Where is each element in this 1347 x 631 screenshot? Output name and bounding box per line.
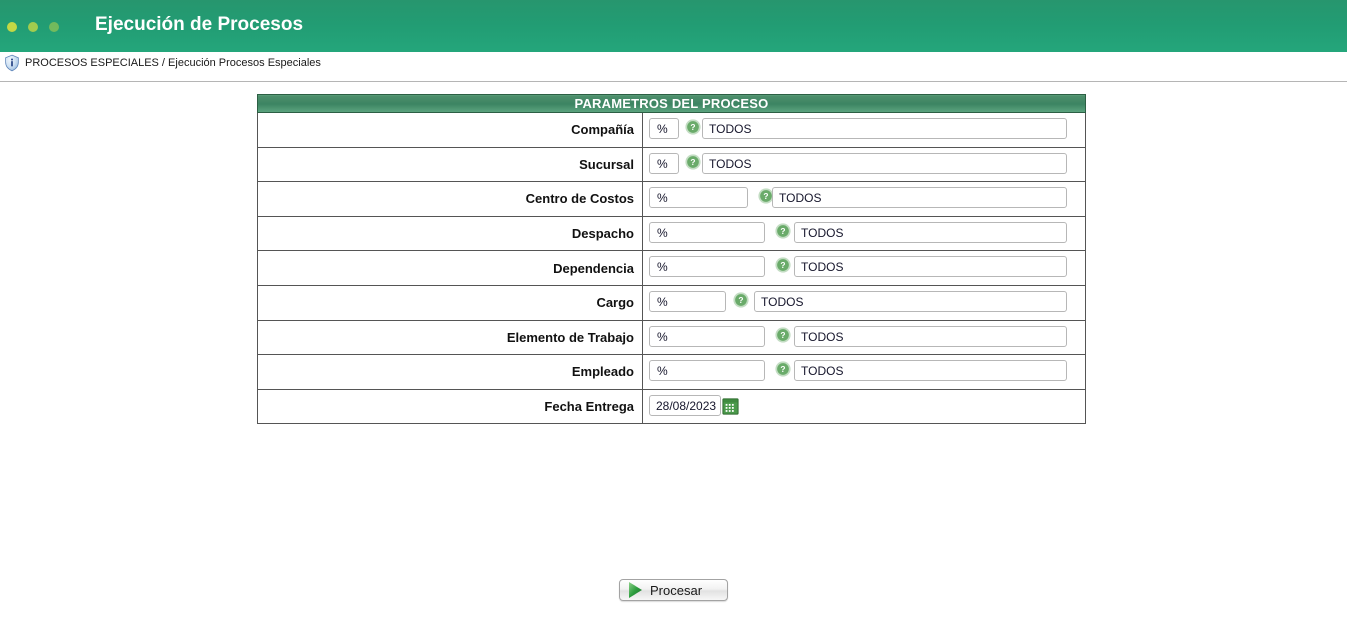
svg-text:?: ? <box>780 226 785 236</box>
svg-text:?: ? <box>690 157 695 167</box>
svg-text:?: ? <box>738 295 743 305</box>
svg-text:?: ? <box>780 364 785 374</box>
svg-text:?: ? <box>690 122 695 132</box>
svg-text:?: ? <box>780 330 785 340</box>
svg-text:?: ? <box>780 260 785 270</box>
svg-text:?: ? <box>763 191 768 201</box>
